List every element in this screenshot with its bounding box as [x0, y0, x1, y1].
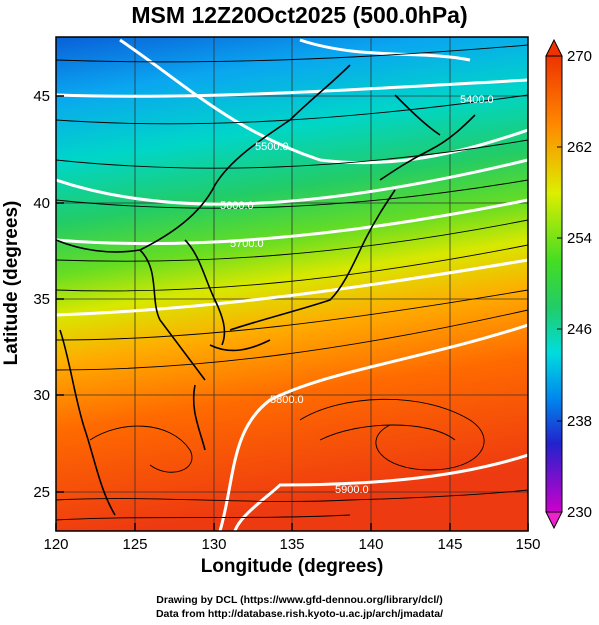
colorbar-scale: [545, 55, 563, 513]
credit-data-source: Data from http://database.rish.kyoto-u.a…: [155, 608, 444, 620]
colorbar: [545, 38, 563, 530]
y-tick-35: 35: [33, 291, 50, 308]
y-tick-40: 40: [33, 195, 50, 212]
colorbar-tick-270: 270: [567, 48, 592, 65]
colorbar-tick-254: 254: [567, 230, 592, 247]
x-tick-130: 130: [201, 536, 226, 553]
colorbar-tick-246: 246: [567, 321, 592, 338]
colorbar-bottom-arrow: [545, 511, 563, 530]
colorbar-tick-230: 230: [567, 504, 592, 521]
y-axis-label: Latitude (degrees): [1, 200, 22, 366]
contour-label-5600: 5600.0: [220, 200, 254, 212]
y-tick-45: 45: [33, 88, 50, 105]
x-tick-125: 125: [122, 536, 147, 553]
y-axis: 25 30 35 40 45: [33, 88, 64, 501]
x-axis: 120 125 130 135 140 145 150: [43, 523, 541, 553]
contour-label-5500: 5500.0: [255, 141, 289, 153]
x-axis-label: Longitude (degrees): [200, 556, 384, 577]
contour-label-5800: 5800.0: [270, 394, 304, 406]
x-tick-150: 150: [515, 536, 540, 553]
graticule: [56, 37, 528, 531]
colorbar-tick-238: 238: [567, 413, 592, 430]
contour-label-5400: 5400.0: [460, 94, 494, 106]
chart-title: MSM 12Z20Oct2025 (500.0hPa): [131, 2, 468, 28]
y-tick-25: 25: [33, 484, 50, 501]
x-tick-140: 140: [358, 536, 383, 553]
coastlines: [56, 64, 476, 516]
height-contours: [56, 38, 528, 531]
x-tick-145: 145: [437, 536, 462, 553]
wind-streamlines: [56, 44, 528, 521]
contour-label-5900: 5900.0: [335, 484, 369, 496]
x-tick-120: 120: [43, 536, 68, 553]
contour-label-5700: 5700.0: [230, 238, 264, 250]
x-tick-135: 135: [279, 536, 304, 553]
y-tick-30: 30: [33, 387, 50, 404]
credit-drawing: Drawing by DCL (https://www.gfd-dennou.o…: [156, 594, 443, 606]
colorbar-tick-262: 262: [567, 139, 592, 156]
colorbar-top-arrow: [545, 38, 563, 57]
